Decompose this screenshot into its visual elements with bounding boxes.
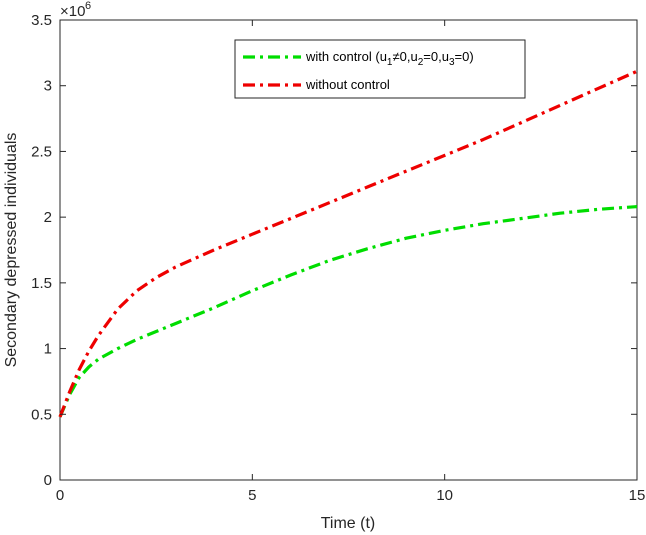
y-tick-label: 0.5 [31, 406, 52, 423]
ticks-layer: 0 5 10 15 0 0.5 1 1.5 2 2.5 3 3.5 [31, 12, 645, 504]
legend-box [234, 39, 526, 99]
y-tick-label: 1 [44, 341, 52, 358]
y-axis-label: Secondary depressed individuals [3, 133, 20, 368]
y-exponent-power: 6 [85, 0, 91, 12]
legend-label-2: without control [305, 77, 390, 92]
x-axis-label: Time (t) [321, 515, 376, 532]
y-tick-label: 0 [44, 472, 52, 489]
x-tick-label: 10 [436, 487, 453, 504]
y-tick-label: 2 [44, 209, 52, 226]
y-exponent-base: ×10 [60, 3, 85, 20]
legend: with control (u1≠0,u2=0,u3=0) without con… [234, 39, 526, 99]
y-tick-label: 1.5 [31, 275, 52, 292]
legend-entries: with control (u1≠0,u2=0,u3=0) without con… [243, 49, 474, 92]
series-line-2 [58, 69, 638, 418]
y-tick-label: 3 [44, 78, 52, 95]
y-tick-label: 2.5 [31, 143, 52, 160]
y-tick-label: 3.5 [31, 12, 52, 29]
series-layer [58, 69, 638, 418]
x-tick-label: 0 [56, 487, 64, 504]
legend-label-1: with control (u1≠0,u2=0,u3=0) [305, 49, 474, 68]
series-line-1 [58, 205, 638, 418]
y-exponent: ×10 6 [60, 0, 91, 20]
x-tick-label: 5 [248, 487, 256, 504]
x-tick-label: 15 [629, 487, 646, 504]
